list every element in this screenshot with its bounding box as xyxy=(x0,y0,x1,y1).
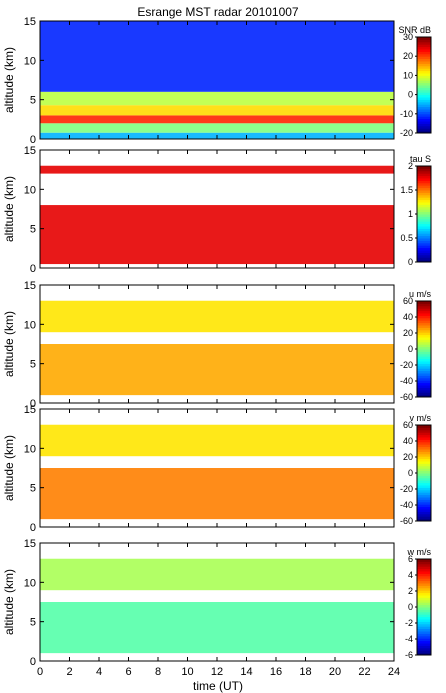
colorbar-label: SNR dB xyxy=(398,25,431,35)
y-tick-label: 5 xyxy=(30,95,36,107)
colorbar-tick-label: -2 xyxy=(405,618,413,628)
y-tick-label: 15 xyxy=(24,404,36,416)
x-tick-label: 10 xyxy=(181,666,193,678)
colorbar-tick-label: 6 xyxy=(408,554,413,564)
x-tick-label: 24 xyxy=(388,666,400,678)
x-tick-label: 2 xyxy=(66,666,72,678)
y-tick-label: 5 xyxy=(30,483,36,495)
y-tick-label: 0 xyxy=(30,522,36,534)
colorbar-tick-label: -4 xyxy=(405,634,413,644)
colorbar-tick-label: -20 xyxy=(400,360,413,370)
y-tick-label: 0 xyxy=(30,263,36,275)
colorbar-tick-label: 10 xyxy=(403,70,413,80)
heatmap-layer xyxy=(40,558,394,591)
panel-1: 0 5 10 15 altitude (km) SNR dB -20 -10 0 10 20 30 xyxy=(2,16,432,146)
colorbar-tick-label: -6 xyxy=(405,650,413,660)
colorbar-tick-label: 0 xyxy=(408,257,413,267)
colorbar-tick-label: -40 xyxy=(400,376,413,386)
colorbar-tick-label: 1 xyxy=(408,209,413,219)
heatmap-layer xyxy=(40,115,394,124)
y-axis-label: altitude (km) xyxy=(2,435,16,501)
y-axis-label: altitude (km) xyxy=(2,311,16,377)
colorbar-tick-label: 0.5 xyxy=(400,233,413,243)
x-axis-label: time (UT) xyxy=(193,679,243,693)
y-tick-label: 10 xyxy=(24,184,36,196)
heatmap-layer xyxy=(40,602,394,654)
heatmap-layer xyxy=(40,165,394,174)
x-tick-label: 14 xyxy=(240,666,252,678)
y-tick-label: 5 xyxy=(30,617,36,629)
heatmap-layer xyxy=(40,205,394,265)
x-tick-label: 4 xyxy=(96,666,102,678)
y-tick-label: 10 xyxy=(24,577,36,589)
x-tick-label: 22 xyxy=(358,666,370,678)
y-tick-label: 5 xyxy=(30,359,36,371)
y-axis-label: altitude (km) xyxy=(2,176,16,242)
x-tick-label: 16 xyxy=(270,666,282,678)
colorbar-label: w m/s xyxy=(407,547,432,557)
y-tick-label: 15 xyxy=(24,145,36,157)
panel-3: 0 5 10 15 altitude (km) u m/s -60 -40 -20 0 20 40 60 xyxy=(2,280,432,410)
heatmap-layer xyxy=(40,424,394,457)
y-tick-label: 15 xyxy=(24,280,36,292)
colorbar-label: tau S xyxy=(410,154,431,164)
heatmap-layer xyxy=(40,344,394,396)
heatmap-layer xyxy=(40,21,394,92)
y-tick-label: 0 xyxy=(30,398,36,410)
colorbar-tick-label: 60 xyxy=(403,296,413,306)
colorbar-tick-label: 40 xyxy=(403,312,413,322)
colorbar-tick-label: 2 xyxy=(408,161,413,171)
heatmap-layer xyxy=(40,91,394,106)
colorbar-tick-label: 0 xyxy=(408,344,413,354)
heatmap-layer xyxy=(40,105,394,116)
colorbar-tick-label: -20 xyxy=(400,484,413,494)
y-tick-label: 10 xyxy=(24,319,36,331)
x-tick-label: 18 xyxy=(299,666,311,678)
heatmap-layer xyxy=(40,468,394,520)
colorbar-tick-label: 1.5 xyxy=(400,185,413,195)
colorbar-label: u m/s xyxy=(409,289,432,299)
x-tick-label: 6 xyxy=(125,666,131,678)
colorbar-tick-label: 0 xyxy=(408,602,413,612)
colorbar-tick-label: -60 xyxy=(400,516,413,526)
colorbar-tick-label: 40 xyxy=(403,436,413,446)
colorbar xyxy=(416,36,432,134)
x-tick-label: 0 xyxy=(37,666,43,678)
heatmap-layer xyxy=(40,300,394,333)
y-axis-label: altitude (km) xyxy=(2,47,16,113)
x-tick-label: 20 xyxy=(329,666,341,678)
y-tick-label: 0 xyxy=(30,656,36,668)
y-tick-label: 10 xyxy=(24,443,36,455)
y-tick-label: 10 xyxy=(24,55,36,67)
colorbar-tick-label: 20 xyxy=(403,51,413,61)
heatmap-layer xyxy=(40,123,394,133)
colorbar-tick-label: 20 xyxy=(403,452,413,462)
colorbar-label: v m/s xyxy=(410,413,432,423)
colorbar-tick-label: 2 xyxy=(408,586,413,596)
y-tick-label: 0 xyxy=(30,134,36,146)
colorbar-tick-label: -40 xyxy=(400,500,413,510)
colorbar-tick-label: 60 xyxy=(403,420,413,430)
colorbar-tick-label: 0 xyxy=(408,468,413,478)
panel-4: 0 5 10 15 altitude (km) v m/s -60 -40 -20 0 20 40 60 xyxy=(2,404,432,534)
colorbar-tick-label: -10 xyxy=(400,109,413,119)
colorbar-tick-label: -20 xyxy=(400,128,413,138)
y-tick-label: 15 xyxy=(24,16,36,28)
colorbar-tick-label: 20 xyxy=(403,328,413,338)
y-tick-label: 15 xyxy=(24,538,36,550)
x-tick-label: 8 xyxy=(155,666,161,678)
y-axis-label: altitude (km) xyxy=(2,569,16,635)
colorbar-tick-label: 0 xyxy=(408,90,413,100)
colorbar-tick-label: 30 xyxy=(403,32,413,42)
panel-2: 0 5 10 15 altitude (km) tau S 0 0.5 1 1.5 2 xyxy=(2,145,432,275)
y-tick-label: 5 xyxy=(30,224,36,236)
figure-title: Esrange MST radar 20101007 xyxy=(137,5,299,19)
x-tick-label: 12 xyxy=(211,666,223,678)
colorbar-tick-label: -60 xyxy=(400,392,413,402)
colorbar-tick-label: 4 xyxy=(408,570,413,580)
